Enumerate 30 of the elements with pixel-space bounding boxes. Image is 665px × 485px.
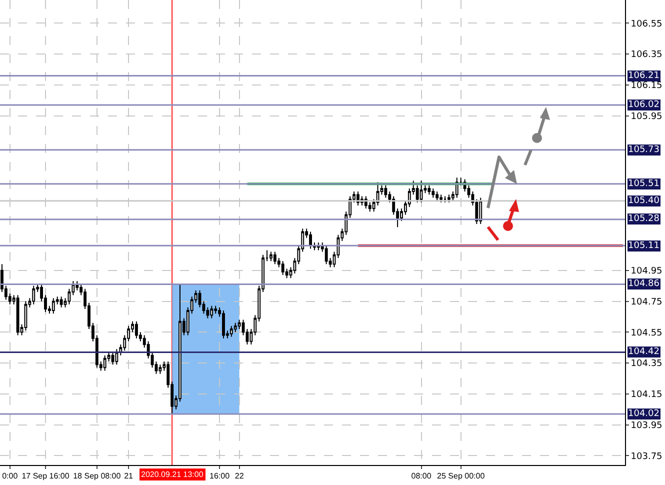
y-tick-label: 103.95 bbox=[630, 420, 662, 431]
ref-line-label: 105.28 bbox=[628, 214, 660, 224]
y-tick-label: 106.35 bbox=[630, 50, 662, 60]
y-tick-label: 104.95 bbox=[630, 266, 662, 276]
y-tick-label: 103.75 bbox=[630, 452, 662, 462]
y-tick-label: 104.15 bbox=[630, 390, 662, 400]
y-tick-label: 104.75 bbox=[630, 297, 662, 308]
x-tick-label: 08:00 bbox=[411, 472, 432, 481]
ref-line-label: 105.73 bbox=[628, 145, 660, 155]
ref-line-label: 104.86 bbox=[628, 279, 660, 289]
x-tick-label: 25 Sep 00:00 bbox=[437, 472, 486, 481]
y-tick-label: 105.95 bbox=[630, 112, 662, 122]
ref-line-label: 104.02 bbox=[628, 409, 660, 419]
x-tick-label: 21 bbox=[124, 472, 134, 481]
x-tick-label: 22 bbox=[234, 472, 244, 481]
ref-line-label: 106.02 bbox=[628, 100, 660, 110]
x-tick-label: 16:00 bbox=[210, 472, 230, 481]
x-tick-label: 17 Sep 16:00 bbox=[22, 472, 70, 481]
x-tick-label: 2020.09.21 13:00 bbox=[141, 470, 204, 479]
ref-line-label: 104.42 bbox=[628, 347, 660, 357]
x-tick-label: 0:00 bbox=[2, 472, 18, 481]
ref-line-label: 105.11 bbox=[628, 241, 660, 251]
ref-line-label: 106.21 bbox=[628, 71, 660, 81]
x-tick-label: 18 Sep 08:00 bbox=[73, 472, 122, 481]
y-tick-label: 106.15 bbox=[630, 81, 662, 92]
y-tick-label: 104.35 bbox=[630, 359, 662, 370]
ref-line-label: 105.40 bbox=[628, 196, 660, 206]
y-tick-label: 104.55 bbox=[630, 328, 662, 338]
y-tick-label: 106.55 bbox=[630, 19, 662, 30]
ref-line-label: 105.51 bbox=[628, 179, 660, 189]
